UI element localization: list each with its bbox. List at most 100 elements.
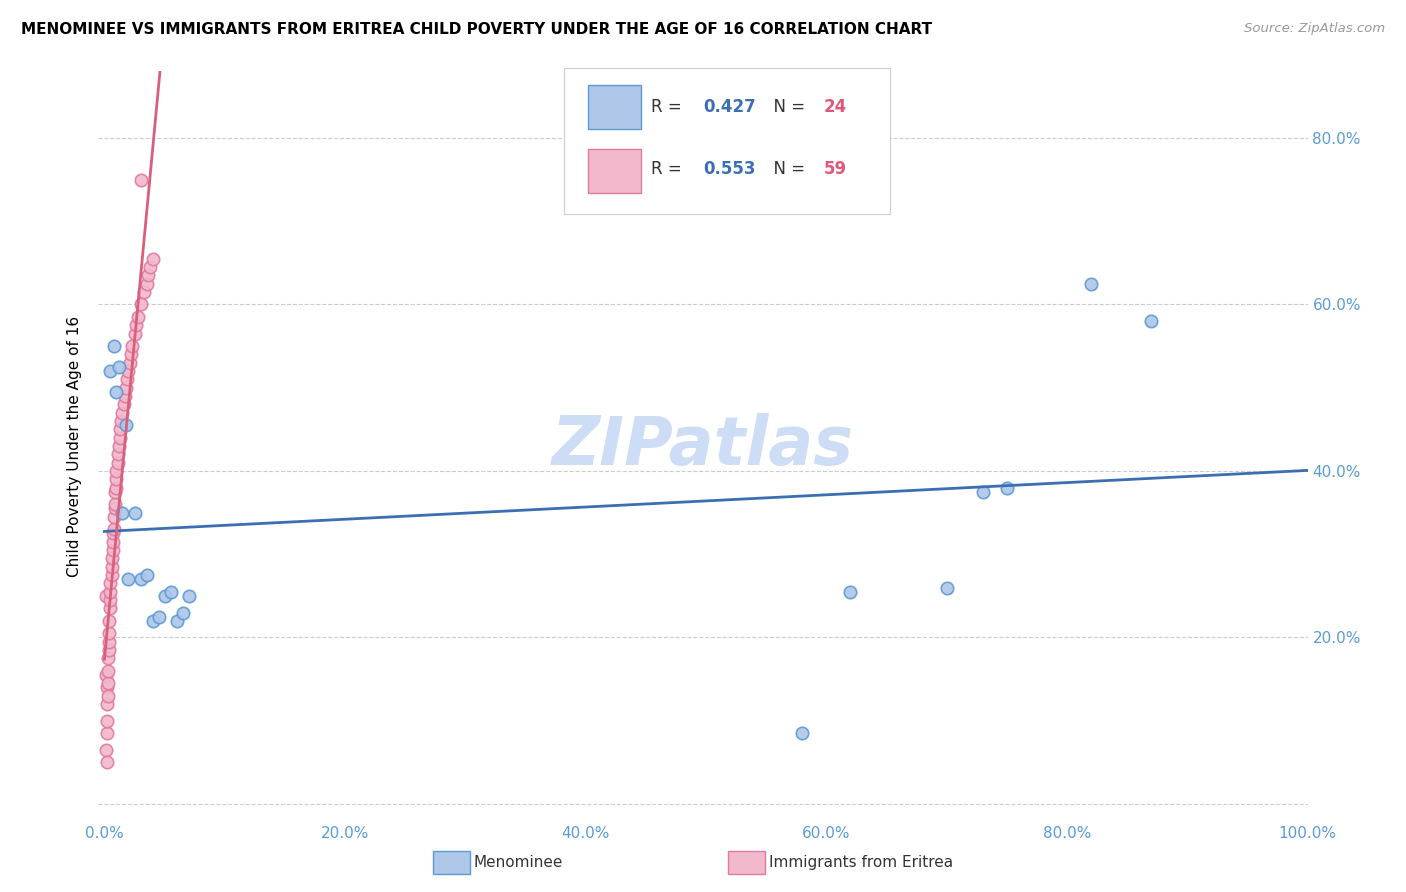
- Point: [103, 509, 125, 524]
- Point: [96, 681, 118, 695]
- Point: [972, 484, 994, 499]
- Point: [105, 384, 128, 399]
- Point: [935, 581, 957, 595]
- Point: [159, 584, 181, 599]
- Point: [94, 743, 117, 757]
- Point: [103, 522, 125, 536]
- Point: [111, 406, 134, 420]
- Text: N =: N =: [763, 160, 811, 178]
- Point: [105, 472, 128, 486]
- Point: [96, 697, 118, 711]
- Text: MENOMINEE VS IMMIGRANTS FROM ERITREA CHILD POVERTY UNDER THE AGE OF 16 CORRELATI: MENOMINEE VS IMMIGRANTS FROM ERITREA CHI…: [21, 22, 932, 37]
- Text: 24: 24: [824, 97, 848, 116]
- Point: [98, 626, 121, 640]
- Point: [105, 481, 128, 495]
- Point: [97, 676, 120, 690]
- Point: [118, 356, 141, 370]
- Point: [100, 601, 122, 615]
- Point: [100, 559, 122, 574]
- Point: [96, 714, 118, 728]
- Point: [100, 593, 122, 607]
- Point: [98, 634, 121, 648]
- Point: [110, 414, 132, 428]
- Point: [142, 252, 165, 266]
- Point: [129, 172, 152, 186]
- Point: [148, 609, 170, 624]
- Text: 0.427: 0.427: [703, 97, 756, 116]
- Point: [135, 277, 157, 291]
- Point: [111, 506, 134, 520]
- Point: [115, 381, 138, 395]
- Text: N =: N =: [763, 97, 811, 116]
- Point: [94, 668, 117, 682]
- Point: [98, 643, 121, 657]
- Point: [121, 339, 143, 353]
- Point: [101, 543, 124, 558]
- Point: [792, 726, 814, 740]
- Point: [177, 589, 200, 603]
- Point: [96, 756, 118, 770]
- Text: 0.553: 0.553: [703, 160, 755, 178]
- Point: [107, 447, 129, 461]
- Text: Menominee: Menominee: [474, 855, 564, 870]
- Point: [100, 551, 122, 566]
- FancyBboxPatch shape: [588, 149, 641, 193]
- Point: [104, 484, 127, 499]
- Text: R =: R =: [651, 160, 688, 178]
- Point: [1140, 314, 1163, 328]
- Point: [172, 606, 194, 620]
- Point: [117, 364, 139, 378]
- Point: [104, 497, 127, 511]
- FancyBboxPatch shape: [588, 85, 641, 129]
- Point: [103, 339, 125, 353]
- Point: [153, 589, 176, 603]
- Point: [115, 418, 138, 433]
- Text: Source: ZipAtlas.com: Source: ZipAtlas.com: [1244, 22, 1385, 36]
- Text: 59: 59: [824, 160, 846, 178]
- Point: [142, 614, 165, 628]
- Point: [124, 326, 146, 341]
- Point: [100, 364, 122, 378]
- Point: [129, 297, 152, 311]
- Point: [129, 572, 152, 586]
- Point: [112, 397, 135, 411]
- Point: [100, 568, 122, 582]
- Point: [108, 439, 131, 453]
- Point: [114, 389, 136, 403]
- Point: [100, 584, 122, 599]
- Point: [1080, 277, 1102, 291]
- Point: [124, 506, 146, 520]
- Point: [139, 260, 162, 274]
- Y-axis label: Child Poverty Under the Age of 16: Child Poverty Under the Age of 16: [67, 316, 83, 576]
- Point: [97, 689, 120, 703]
- Point: [134, 285, 156, 299]
- Point: [127, 310, 149, 324]
- Point: [97, 651, 120, 665]
- Point: [104, 501, 127, 516]
- Point: [94, 589, 117, 603]
- Point: [98, 614, 121, 628]
- Point: [135, 568, 157, 582]
- Text: ZIPatlas: ZIPatlas: [553, 413, 853, 479]
- Point: [97, 664, 120, 678]
- Point: [108, 359, 131, 374]
- Text: R =: R =: [651, 97, 688, 116]
- Point: [101, 534, 124, 549]
- Point: [101, 526, 124, 541]
- Point: [166, 614, 188, 628]
- Point: [136, 268, 159, 283]
- Point: [108, 422, 131, 436]
- Point: [107, 456, 129, 470]
- Point: [125, 318, 148, 333]
- Point: [100, 576, 122, 591]
- FancyBboxPatch shape: [564, 68, 890, 214]
- Point: [995, 481, 1018, 495]
- Point: [117, 372, 139, 386]
- Point: [839, 584, 862, 599]
- Text: Immigrants from Eritrea: Immigrants from Eritrea: [769, 855, 953, 870]
- Point: [96, 726, 118, 740]
- Point: [117, 572, 139, 586]
- Point: [120, 347, 142, 361]
- Point: [108, 431, 131, 445]
- Point: [105, 464, 128, 478]
